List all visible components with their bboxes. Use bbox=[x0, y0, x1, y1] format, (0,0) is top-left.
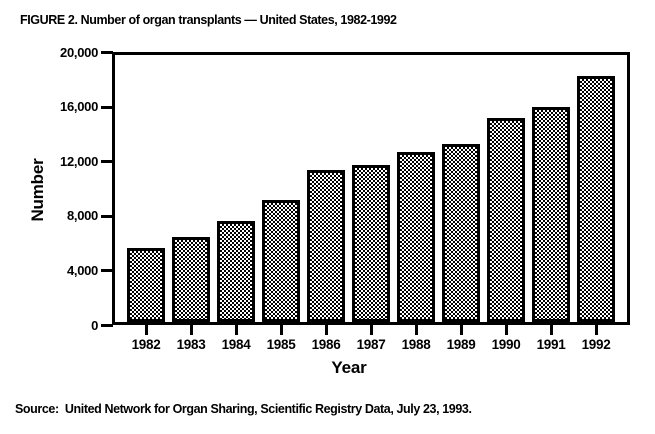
y-tick bbox=[101, 269, 113, 273]
x-tick-label: 1985 bbox=[266, 337, 296, 352]
bars-layer bbox=[115, 55, 627, 322]
source-note: Source: United Network for Organ Sharing… bbox=[15, 402, 472, 416]
x-tick bbox=[594, 324, 598, 335]
x-tick-label: 1983 bbox=[176, 337, 206, 352]
bar-1984 bbox=[217, 221, 255, 322]
bar-1986 bbox=[307, 169, 345, 322]
x-tick-label: 1989 bbox=[446, 337, 476, 352]
bar-1991 bbox=[532, 107, 570, 322]
y-tick-label: 16,000 bbox=[60, 99, 98, 115]
x-tick-label: 1982 bbox=[131, 337, 161, 352]
y-tick-label: 8,000 bbox=[66, 208, 98, 224]
x-tick bbox=[459, 324, 463, 335]
x-tick bbox=[234, 324, 238, 335]
x-tick bbox=[189, 324, 193, 335]
x-tick bbox=[324, 324, 328, 335]
x-tick bbox=[144, 324, 148, 335]
x-tick-label: 1988 bbox=[401, 337, 431, 352]
y-tick-label: 20,000 bbox=[60, 44, 98, 60]
x-tick-label: 1986 bbox=[311, 337, 341, 352]
x-tick-label: 1992 bbox=[581, 337, 611, 352]
x-tick-label: 1991 bbox=[536, 337, 566, 352]
x-tick-label: 1987 bbox=[356, 337, 386, 352]
y-tick-label: 4,000 bbox=[66, 262, 98, 278]
x-tick bbox=[504, 324, 508, 335]
bar-1990 bbox=[487, 118, 525, 322]
bar-1987 bbox=[352, 165, 390, 322]
x-tick bbox=[549, 324, 553, 335]
x-tick bbox=[369, 324, 373, 335]
bar-1983 bbox=[172, 236, 210, 322]
x-tick-label: 1990 bbox=[491, 337, 521, 352]
bar-1992 bbox=[577, 76, 615, 322]
bar-1989 bbox=[442, 143, 480, 322]
bar-1982 bbox=[127, 247, 165, 322]
y-tick bbox=[101, 105, 113, 109]
y-tick bbox=[101, 51, 113, 54]
figure-title: FIGURE 2. Number of organ transplants — … bbox=[20, 13, 397, 27]
y-tick-label: 0 bbox=[91, 317, 98, 333]
bar-1988 bbox=[397, 151, 435, 322]
x-tick bbox=[414, 324, 418, 335]
bar-1985 bbox=[262, 199, 300, 322]
y-tick-label: 12,000 bbox=[60, 153, 98, 169]
x-axis-label: Year bbox=[331, 358, 367, 377]
x-tick bbox=[279, 324, 283, 335]
y-tick bbox=[101, 324, 113, 327]
plot-area bbox=[112, 52, 630, 325]
y-tick bbox=[101, 214, 113, 218]
x-tick-label: 1984 bbox=[221, 337, 251, 352]
y-tick bbox=[101, 160, 113, 164]
